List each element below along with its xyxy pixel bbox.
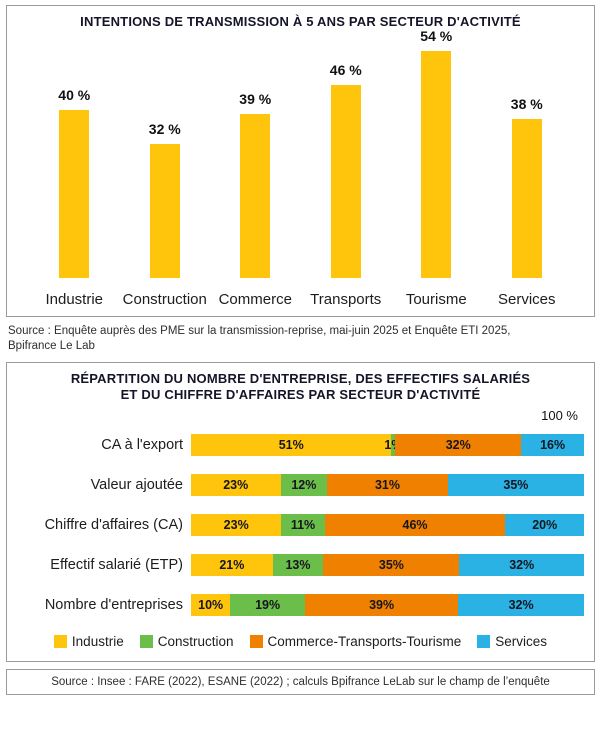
row-label: Chiffre d'affaires (CA) [44, 516, 183, 533]
bar-segment: 13% [272, 553, 324, 576]
stacked-rows: CA à l'export 51% 1% 32% 16% Valeur ajoutée 23… [17, 433, 585, 616]
bar-column: 32 % Construction [120, 121, 211, 308]
stacked-row: CA à l'export 51% 1% 32% 16% [17, 433, 585, 456]
stacked-row: Chiffre d'affaires (CA) 23% 11% 46% 20% [17, 513, 584, 536]
bar-column: 54 % Tourisme [391, 28, 482, 308]
stacked-row: Nombre d'entreprises 10% 19% 39% 32% [17, 593, 584, 616]
category-label: Commerce [218, 291, 292, 309]
bar-column: 38 % Services [482, 96, 573, 309]
bar-value-label: 32 % [148, 120, 181, 137]
bar-segment: 11% [281, 513, 325, 536]
transmission-bars: 40 % Industrie 32 % Construction 39 % Commerc… [15, 28, 586, 312]
bar-segment: 32% [459, 553, 584, 576]
bar-segment: 35% [447, 473, 584, 496]
bar-column: 40 % Industrie [29, 87, 120, 308]
row-label: CA à l'export [101, 436, 183, 453]
legend-label: Construction [157, 633, 234, 649]
bar-segment: 23% [191, 513, 282, 536]
category-label: Transports [310, 291, 382, 309]
bar-segment: 16% [521, 433, 585, 456]
legend-swatch [139, 634, 153, 648]
bar-segment: 10% [191, 593, 231, 616]
bar-column: 46 % Transports [301, 62, 392, 308]
legend-swatch [53, 634, 67, 648]
legend-swatch [477, 634, 491, 648]
bar-value-label: 40 % [58, 87, 91, 104]
legend-item: Services [477, 634, 547, 649]
chart2-title: RÉPARTITION DU NOMBRE D'ENTREPRISE, DES … [17, 371, 584, 404]
bar-segment: 21% [191, 553, 273, 576]
legend-label: Industrie [71, 633, 124, 649]
bar-value-label: 38 % [510, 95, 543, 112]
category-label: Construction [122, 291, 207, 309]
bar-segment: 35% [323, 553, 460, 576]
bar-segment: 31% [327, 473, 448, 496]
bar-value-label: 39 % [239, 91, 272, 108]
bar-segment: 12% [280, 473, 328, 496]
stacked-bar: 23% 12% 31% 35% [191, 473, 584, 496]
legend-item: Industrie [53, 633, 124, 649]
bar-value-label: 54 % [420, 28, 453, 45]
axis-max-label: 100 % [541, 407, 578, 423]
bar-value-label: 46 % [329, 62, 362, 79]
stacked-row: Effectif salarié (ETP) 21% 13% 35% 32% [17, 553, 584, 576]
bar-segment: 39% [304, 593, 459, 616]
bar [330, 85, 361, 279]
bar-segment: 32% [458, 593, 584, 616]
source-note-top: Source : Enquête auprès des PME sur la t… [8, 325, 511, 353]
stacked-row: Valeur ajoutée 23% 12% 31% 35% [17, 473, 584, 496]
bar [59, 110, 90, 279]
row-label: Valeur ajoutée [90, 476, 183, 493]
chart1-title: INTENTIONS DE TRANSMISSION À 5 ANS PAR S… [80, 14, 521, 29]
bar-segment: 23% [191, 473, 281, 496]
bar [240, 114, 271, 279]
stacked-bar: 21% 13% 35% 32% [191, 553, 584, 576]
legend: Industrie Construction Commerce-Transports… [17, 634, 584, 649]
bar-segment: 19% [230, 593, 305, 616]
category-label: Industrie [45, 291, 104, 309]
bar-segment: 51% [191, 433, 392, 456]
legend-swatch [249, 634, 263, 648]
transmission-chart-panel: INTENTIONS DE TRANSMISSION À 5 ANS PAR S… [6, 5, 595, 318]
legend-label: Commerce-Transports-Tourisme [267, 633, 462, 649]
repartition-chart-panel: RÉPARTITION DU NOMBRE D'ENTREPRISE, DES … [6, 362, 595, 662]
bar [149, 143, 180, 279]
bar [421, 51, 452, 279]
source-note-bottom: Source : Insee : FARE (2022), ESANE (202… [6, 668, 595, 695]
bar-column: 39 % Commerce [210, 91, 301, 308]
chart2-title-line2: ET DU CHIFFRE D'AFFAIRES PAR SECTEUR D'A… [120, 387, 481, 403]
category-label: Services [497, 291, 556, 309]
legend-label: Services [495, 633, 548, 649]
bar-segment: 32% [395, 433, 522, 456]
chart2-title-line1: RÉPARTITION DU NOMBRE D'ENTREPRISE, DES … [70, 371, 531, 387]
category-label: Tourisme [405, 291, 467, 309]
stacked-bar: 10% 19% 39% 32% [191, 593, 584, 616]
row-label: Nombre d'entreprises [44, 596, 183, 613]
legend-item: Commerce-Transports-Tourisme [249, 633, 462, 649]
bar [511, 118, 542, 279]
stacked-bar: 51% 1% 32% 16% [191, 433, 585, 456]
bar-segment: 20% [505, 513, 584, 536]
row-label: Effectif salarié (ETP) [50, 556, 183, 573]
legend-item: Construction [139, 633, 234, 649]
bar-segment: 46% [324, 513, 506, 536]
stacked-bar: 23% 11% 46% 20% [191, 513, 584, 536]
